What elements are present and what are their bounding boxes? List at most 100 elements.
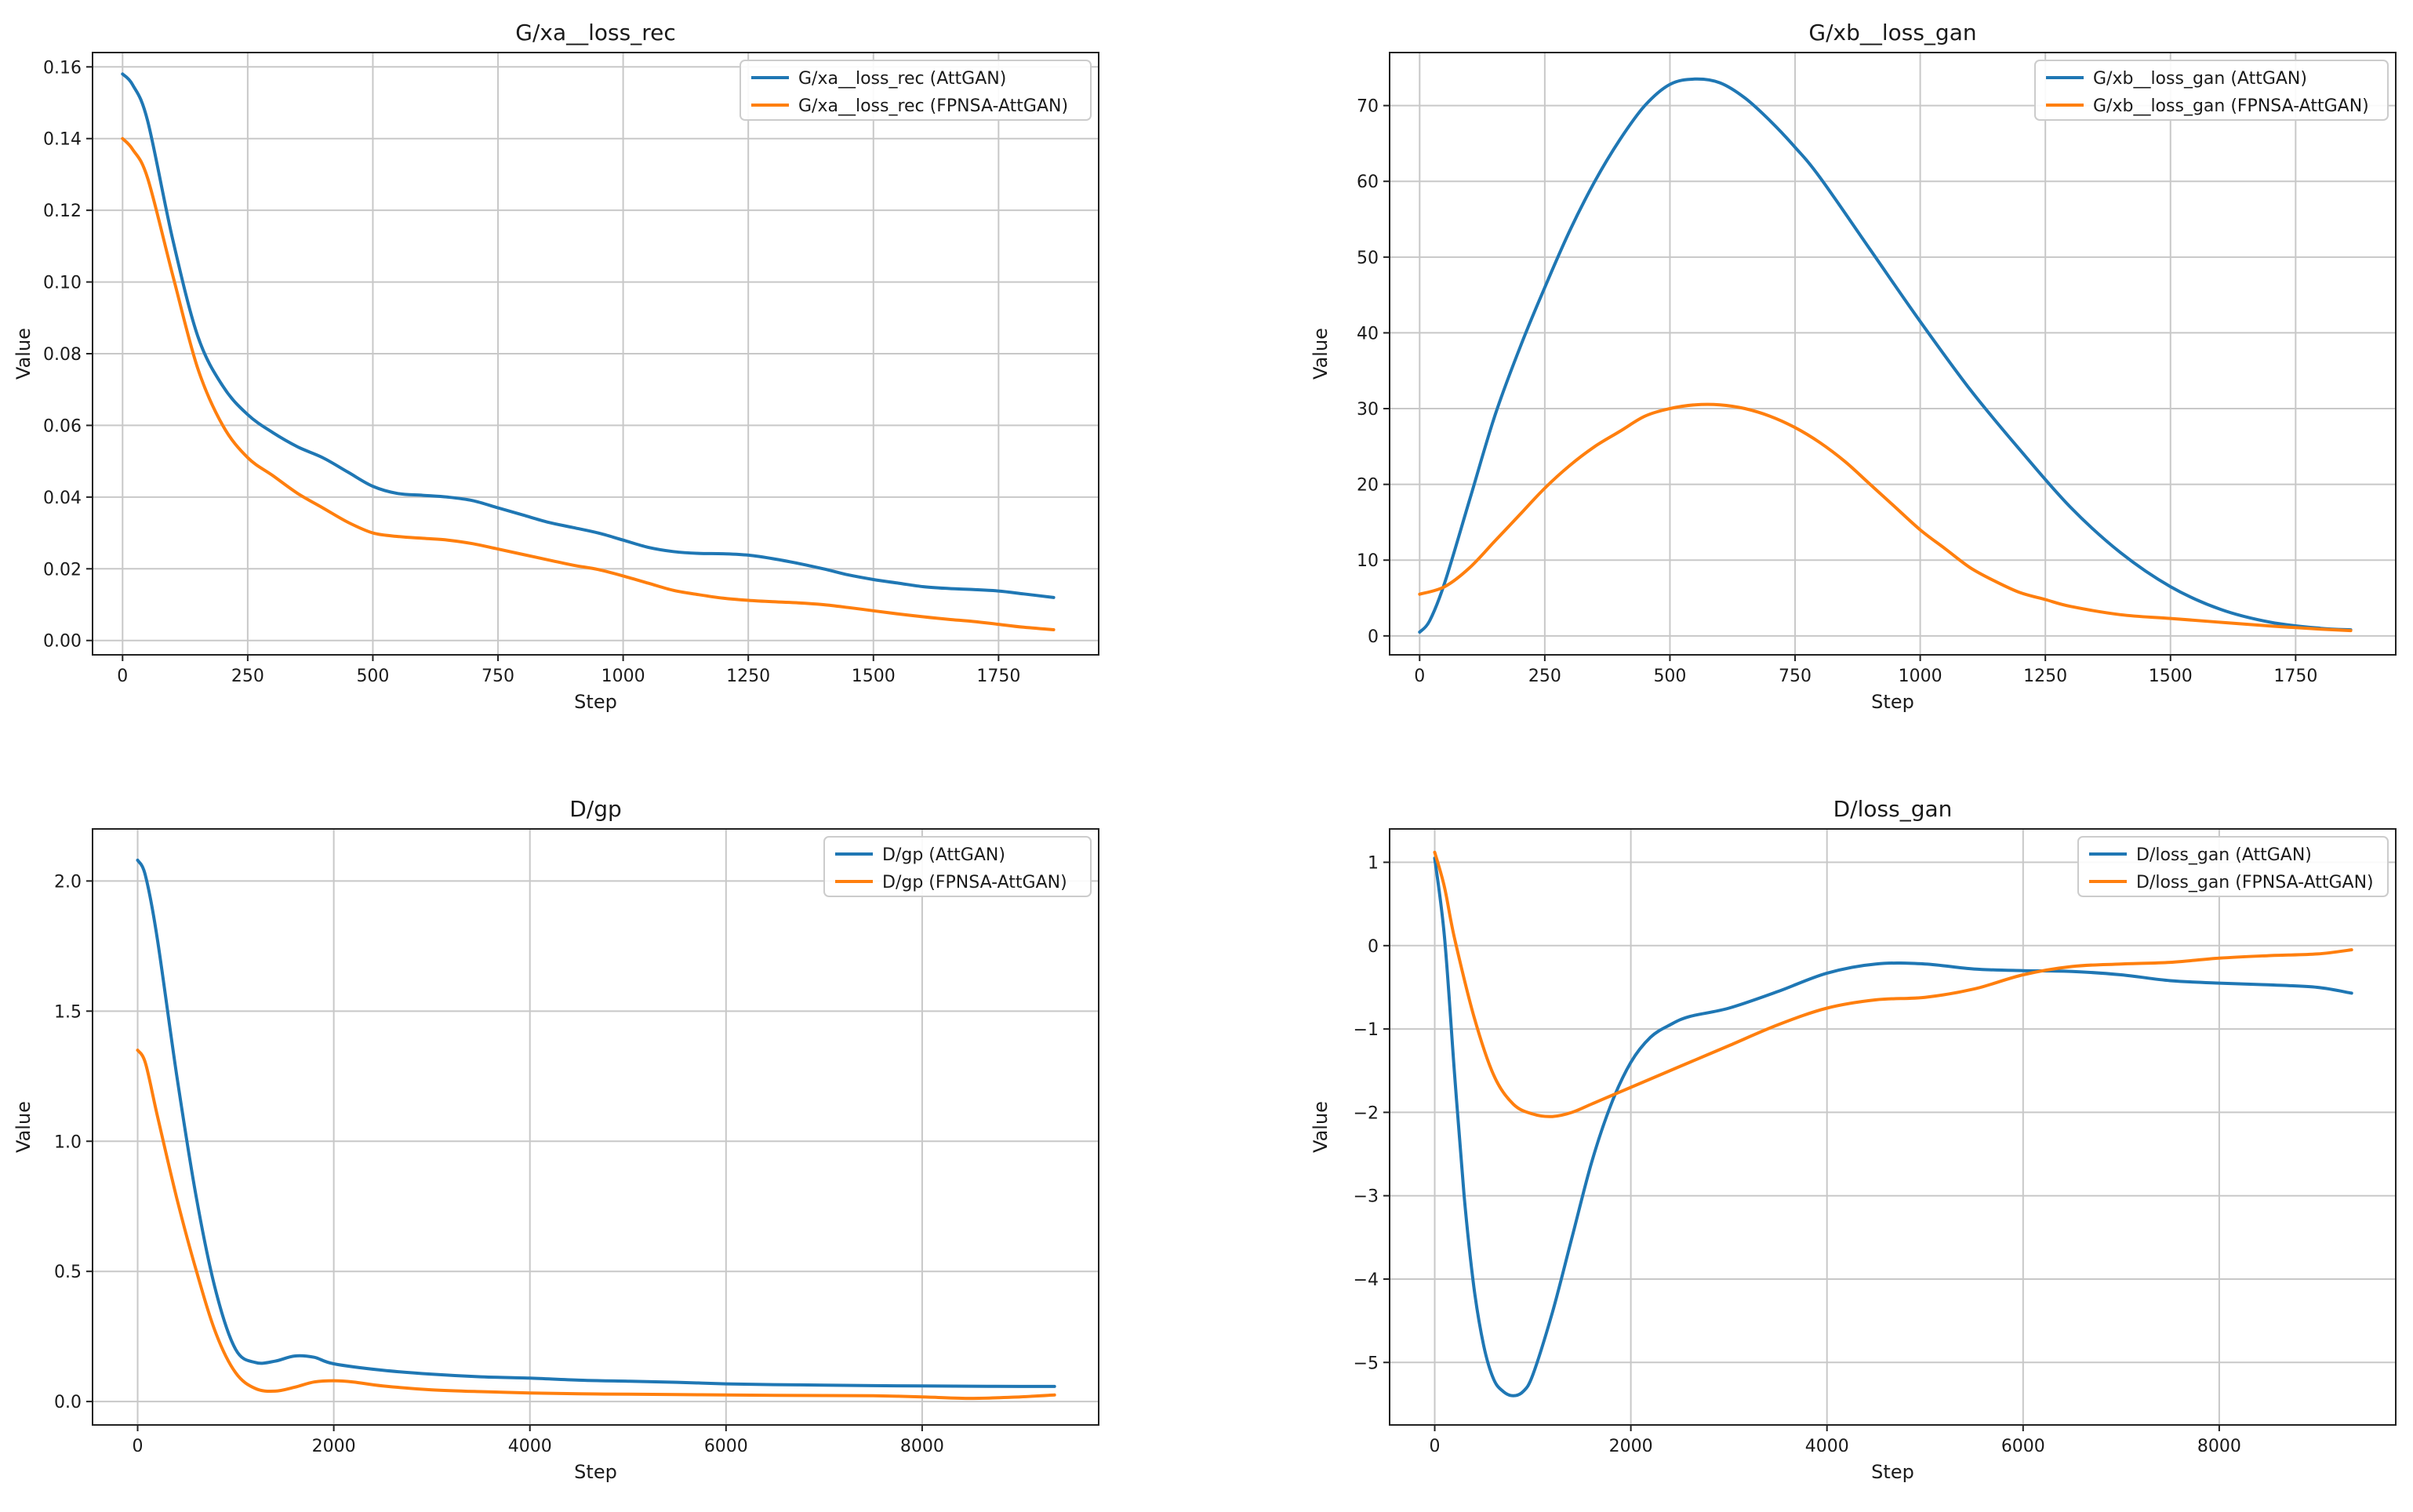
legend-box [740, 60, 1092, 121]
chart-title: G/xa__loss_rec [515, 20, 675, 45]
x-tick-label: 2000 [312, 1437, 356, 1456]
x-axis-label: Step [574, 691, 617, 713]
y-tick-label: 0.16 [43, 58, 82, 78]
legend-box [2077, 836, 2389, 897]
x-axis-label: Step [574, 1461, 617, 1483]
y-tick-label: 1 [1368, 854, 1379, 874]
y-tick-label: −3 [1354, 1187, 1379, 1207]
chart-panel-3: 0 2000 4000 6000 8000 0.0 0.5 1.0 1.5 2.0 D/gp Step… [13, 796, 1099, 1483]
y-axis-label: Value [1310, 328, 1332, 380]
x-tick-label: 1250 [726, 667, 770, 686]
chart-title: D/gp [569, 796, 622, 822]
legend: G/xa__loss_rec (AttGAN) G/xa__loss_rec (F… [740, 60, 1092, 121]
y-tick-label: 30 [1357, 400, 1379, 420]
x-tick-label: 1000 [1899, 667, 1942, 686]
x-axis-label: Step [1871, 1461, 1914, 1483]
y-tick-label: 40 [1357, 324, 1379, 343]
series-line-2 [1418, 402, 2353, 633]
series-line-1 [1433, 856, 2353, 1398]
series-line-2 [1433, 850, 2353, 1118]
y-tick-label: 0.0 [54, 1393, 82, 1412]
legend-label: D/loss_gan (AttGAN) [2136, 845, 2312, 865]
x-tick-label: 4000 [1805, 1437, 1849, 1456]
y-tick-label: 0.04 [43, 489, 82, 508]
plot-frame [1389, 828, 2397, 1426]
legend-label: G/xb__loss_gan (AttGAN) [2093, 69, 2307, 89]
x-tick-label: 1750 [976, 667, 1020, 686]
series-line-2 [136, 1049, 1056, 1401]
x-tick-label: 1000 [601, 667, 645, 686]
x-tick-label: 4000 [508, 1437, 552, 1456]
x-tick-label: 1750 [2273, 667, 2317, 686]
plot-frame [1389, 52, 2397, 656]
x-tick-label: 1500 [852, 667, 896, 686]
y-tick-label: 20 [1357, 476, 1379, 496]
y-tick-label: −5 [1354, 1354, 1379, 1373]
x-axis-label: Step [1871, 691, 1914, 713]
y-tick-label: 70 [1357, 97, 1379, 117]
x-tick-label: 500 [1653, 667, 1686, 686]
x-tick-label: 6000 [2001, 1437, 2045, 1456]
x-tick-label: 250 [1528, 667, 1561, 686]
y-tick-label: −4 [1354, 1270, 1379, 1290]
x-tick-label: 2000 [1609, 1437, 1653, 1456]
x-tick-label: 750 [482, 667, 514, 686]
x-tick-label: 0 [1430, 1437, 1441, 1456]
y-tick-label: 0.5 [54, 1263, 82, 1282]
series-line-2 [121, 136, 1056, 631]
legend: D/loss_gan (AttGAN) D/loss_gan (FPNSA-Att… [2077, 836, 2389, 897]
x-tick-label: 0 [1414, 667, 1425, 686]
y-tick-label: −2 [1354, 1103, 1379, 1123]
chart-panel-2: 0 250 500 750 1000 1250 1500 1750 0 10 20 30 40 50 60 7… [1310, 20, 2397, 713]
x-tick-label: 750 [1779, 667, 1812, 686]
y-axis-label: Value [13, 328, 35, 380]
legend-label: G/xa__loss_rec (FPNSA-AttGAN) [798, 96, 1068, 116]
y-tick-label: 0 [1368, 627, 1379, 647]
x-tick-label: 6000 [704, 1437, 748, 1456]
chart-panel-1: 0 250 500 750 1000 1250 1500 1750 0.00 0.02 0.04 0.… [13, 20, 1099, 713]
chart-title: D/loss_gan [1833, 796, 1953, 822]
series-line-1 [121, 72, 1056, 599]
series-line-1 [1418, 77, 2353, 634]
x-tick-label: 1500 [2149, 667, 2193, 686]
y-tick-label: 1.5 [54, 1002, 82, 1022]
legend-box [823, 836, 1092, 897]
y-tick-label: 10 [1357, 551, 1379, 571]
y-tick-label: 1.0 [54, 1132, 82, 1152]
y-tick-label: 0 [1368, 937, 1379, 957]
legend-label: G/xb__loss_gan (FPNSA-AttGAN) [2093, 96, 2369, 116]
x-tick-label: 0 [133, 1437, 144, 1456]
legend: D/gp (AttGAN) D/gp (FPNSA-AttGAN) [823, 836, 1092, 897]
legend: G/xb__loss_gan (AttGAN) G/xb__loss_gan (F… [2034, 60, 2389, 121]
y-axis-label: Value [1310, 1101, 1332, 1153]
x-tick-label: 8000 [900, 1437, 944, 1456]
legend-box [2034, 60, 2389, 121]
y-tick-label: 0.14 [43, 130, 82, 150]
y-axis-label: Value [13, 1101, 35, 1153]
x-tick-label: 8000 [2197, 1437, 2241, 1456]
y-tick-label: 0.06 [43, 416, 82, 436]
legend-label: D/loss_gan (FPNSA-AttGAN) [2136, 873, 2374, 892]
y-tick-label: 50 [1357, 249, 1379, 268]
y-tick-label: 0.00 [43, 632, 82, 652]
x-tick-label: 250 [231, 667, 264, 686]
y-tick-label: 0.08 [43, 345, 82, 365]
plot-frame [92, 828, 1099, 1426]
series-line-1 [136, 858, 1056, 1388]
chart-title: G/xb__loss_gan [1808, 20, 1976, 45]
legend-label: D/gp (AttGAN) [882, 845, 1005, 865]
y-tick-label: 0.02 [43, 560, 82, 580]
x-tick-label: 500 [356, 667, 389, 686]
y-tick-label: 0.12 [43, 202, 82, 221]
y-tick-label: 2.0 [54, 872, 82, 892]
x-tick-label: 1250 [2023, 667, 2067, 686]
y-tick-label: 0.10 [43, 274, 82, 293]
x-tick-label: 0 [117, 667, 128, 686]
y-tick-label: 60 [1357, 173, 1379, 192]
legend-label: G/xa__loss_rec (AttGAN) [798, 69, 1006, 89]
chart-panel-4: 0 2000 4000 6000 8000 −5 −4 −3 −2 −1 0 1 D/loss_gan S… [1310, 796, 2397, 1483]
legend-label: D/gp (FPNSA-AttGAN) [882, 873, 1067, 892]
y-tick-label: −1 [1354, 1020, 1379, 1040]
